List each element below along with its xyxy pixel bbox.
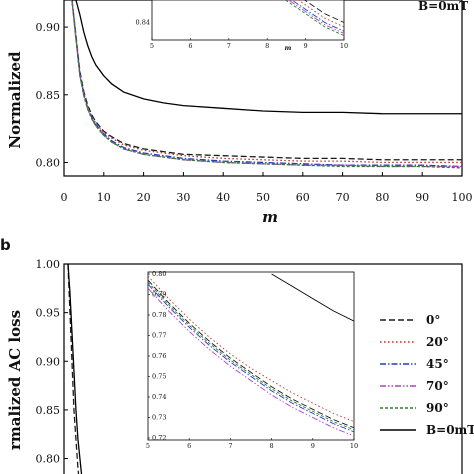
panel-a-legend-b0: B=0mT (418, 0, 468, 13)
panel-b-inset: 5 6 7 8 9 10 0.72 0.73 0.74 0.75 0.76 0.77 0.78 0.79 0… (146, 270, 358, 450)
panel-b-inset-x-tick-label: 10 (350, 442, 358, 450)
panel-b-inset-x-tick-label: 8 (270, 442, 274, 450)
panel-b-inset-y-tick-label: 0.75 (152, 373, 166, 381)
panel-a-series-90-line (71, 0, 462, 169)
panel-b-legend-label-90: 90° (426, 401, 449, 415)
panel-b-y-tick-label: 0.85 (36, 404, 61, 417)
panel-a-inset-x-tick-label: 10 (340, 42, 348, 50)
panel-b-inset-y-tick-label: 0.74 (152, 393, 166, 401)
panel-b-inset-x-tick-label: 5 (146, 442, 150, 450)
panel-b-legend-label-45: 45° (426, 357, 449, 371)
panel-a-y-tick-label: 0.85 (36, 89, 61, 102)
panel-b-inset-y-tick-label: 0.78 (152, 311, 166, 319)
panel-b-inset-y-tick-label: 0.77 (152, 332, 166, 340)
panel-b-inset-x-tick-label: 9 (311, 442, 315, 450)
panel-a-x-tick-label: 0 (61, 191, 68, 204)
panel-a-x-tick-label: 50 (256, 191, 270, 204)
panel-b-inset-frame (147, 271, 355, 441)
panel-b-inset-series-0-line (148, 279, 354, 429)
panel-b-y-axis-label: rmalized AC loss (6, 310, 24, 450)
panel-a-x-tick-label: 10 (97, 191, 111, 204)
panel-b-chart: b 0.800.850.900.951.00 rmalized AC loss … (0, 236, 474, 474)
panel-b-inset-x-tick-label: 7 (228, 442, 232, 450)
panel-a-x-axis-label: m (262, 208, 278, 226)
panel-b-inset-y-tick-label: 0.79 (152, 291, 166, 299)
panel-b-series-B0-line (67, 264, 83, 474)
panel-a-inset-x-axis-label: m (285, 44, 292, 52)
panel-a-chart: 0 10 20 30 40 50 60 70 80 90 100 0.80 0.85 0.90 Norm… (6, 0, 473, 226)
panel-a-y-tick-label: 0.80 (36, 156, 61, 169)
panel-a-x-tick-label: 70 (336, 191, 350, 204)
panel-a-x-tick-label: 100 (452, 191, 473, 204)
panel-b-inset-series-45-line (148, 283, 354, 433)
panel-b-series-0-line (67, 264, 80, 474)
panel-b-inset-series-70-line (148, 288, 354, 437)
panel-b-inset-series-20-line (148, 275, 354, 423)
panel-b-y-tick-label: 0.90 (36, 355, 61, 368)
panel-a-inset-series-20-line (297, 0, 344, 28)
panel-b-plot-frame (63, 263, 463, 474)
panel-a-inset-x-tick-label: 8 (265, 42, 269, 50)
panel-b-y-tick-label: 0.80 (36, 453, 61, 466)
panel-a-x-tick-label: 90 (415, 191, 429, 204)
panel-a-series-70-line (71, 0, 462, 168)
panel-b-inset-x-tick-label: 6 (187, 442, 191, 450)
panel-b-legend-label-B0: B=0mT (426, 423, 474, 437)
panel-b-inset-y-tick-label: 0.72 (152, 434, 166, 442)
panel-b-inset-y-tick-label: 0.76 (152, 352, 166, 360)
panel-b-y-tick-label: 1.00 (36, 258, 61, 271)
panel-a-inset-x-tick-label: 5 (150, 42, 154, 50)
panel-a-inset-frame (151, 0, 345, 41)
panel-b-inset-y-tick-label: 0.80 (152, 270, 166, 278)
panel-a-y-axis-label: Normalized (6, 51, 24, 149)
panel-a-inset-series-0-line (303, 0, 344, 23)
panel-a-inset-series-45-line (291, 0, 344, 32)
panel-a-series-0-line (71, 0, 462, 161)
panel-b-legend-label-20: 20° (426, 335, 449, 349)
panel-b-inset-y-tick-label: 0.73 (152, 414, 166, 422)
panel-a-inset-y-tick-label: 0.84 (136, 19, 150, 27)
panel-b-inset-series-B0-line (271, 273, 354, 322)
panel-a-inset-x-tick-label: 6 (188, 42, 192, 50)
panel-a-x-tick-label: 60 (296, 191, 310, 204)
panel-b-y-tick-label: 0.95 (36, 307, 61, 320)
panel-a-inset: 5 6 7 8 9 10 0.84 m (136, 0, 348, 52)
panel-b-legend-label-70: 70° (426, 379, 449, 393)
panel-b-legend-label-0: 0° (426, 313, 440, 327)
panel-a-x-tick-label: 80 (375, 191, 389, 204)
panel-a-x-tick-label: 20 (137, 191, 151, 204)
panel-a-inset-x-tick-label: 9 (304, 42, 308, 50)
panel-b-label: b (0, 236, 11, 254)
panel-a-x-tick-label: 30 (176, 191, 190, 204)
panel-a-y-tick-label: 0.90 (36, 21, 61, 34)
panel-b-legend: 0° 20° 45° 70° 90° B=0mT (380, 313, 474, 437)
panel-a-inset-series-70-line (287, 0, 344, 34)
panel-a-inset-x-tick-label: 7 (227, 42, 231, 50)
panel-a-x-tick-label: 40 (216, 191, 230, 204)
panel-a-series-B0-line (71, 0, 462, 115)
